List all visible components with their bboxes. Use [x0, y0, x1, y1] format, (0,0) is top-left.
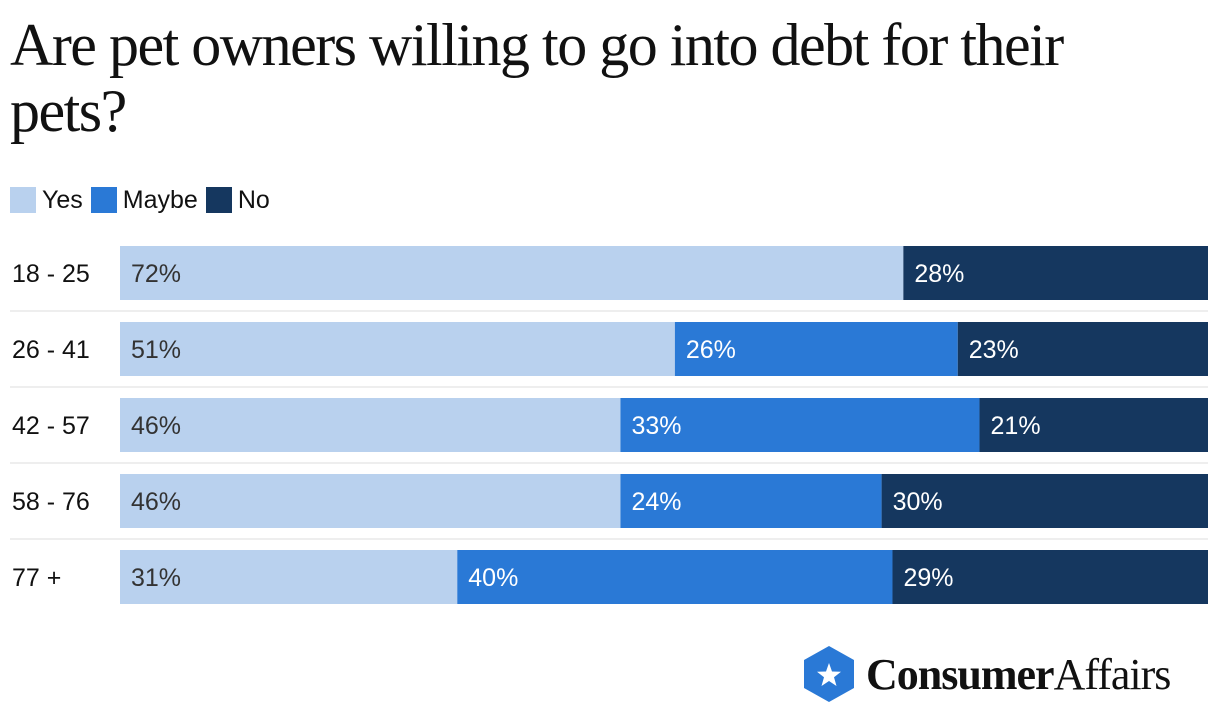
data-label-maybe: 26% — [686, 336, 736, 364]
logo-brand-bold: Consumer — [866, 649, 1055, 699]
data-label-yes: 72% — [131, 260, 181, 288]
bar-segment-no — [979, 398, 1208, 452]
logo-wordmark: ConsumerAffairs — [866, 649, 1172, 700]
data-label-yes: 46% — [131, 412, 181, 440]
data-label-no: 29% — [903, 564, 953, 592]
category-label: 58 - 76 — [12, 488, 90, 516]
data-label-yes: 31% — [131, 564, 181, 592]
consumer-affairs-logo: ConsumerAffairs — [802, 644, 1172, 704]
bar-segment-no — [903, 246, 1208, 300]
data-label-no: 28% — [914, 260, 964, 288]
legend-label-maybe: Maybe — [122, 185, 198, 214]
bar-segment-yes — [120, 246, 904, 300]
data-label-yes: 46% — [131, 488, 181, 516]
bar-segment-yes — [120, 398, 621, 452]
legend-swatch-no — [205, 187, 232, 213]
category-label: 26 - 41 — [12, 336, 90, 364]
category-label: 42 - 57 — [12, 412, 90, 440]
legend-swatch-yes — [10, 187, 36, 213]
data-label-no: 30% — [893, 488, 943, 516]
legend: Yes Maybe No — [10, 184, 278, 216]
chart-title: Are pet owners willing to go into debt f… — [10, 12, 1064, 144]
legend-swatch-maybe — [90, 187, 117, 213]
legend-item-no: No — [205, 185, 270, 215]
bar-segment-yes — [120, 550, 458, 604]
legend-label-yes: Yes — [42, 185, 83, 214]
legend-label-no: No — [237, 185, 270, 214]
bar-segment-maybe — [620, 474, 882, 528]
data-label-maybe: 33% — [631, 412, 681, 440]
bar-segment-maybe — [457, 550, 893, 604]
category-label: 18 - 25 — [12, 260, 90, 288]
legend-item-maybe: Maybe — [90, 185, 198, 215]
bar-segment-yes — [120, 474, 621, 528]
bar-segment-maybe — [674, 322, 958, 376]
bar-segment-no — [892, 550, 1208, 604]
bar-segment-no — [881, 474, 1208, 528]
data-label-maybe: 40% — [468, 564, 518, 592]
stacked-bar-chart: 18 - 25 72% 28% 26 - 41 51% 26% 23% 42 - 57 46% 3… — [10, 246, 1208, 604]
bar-segment-no — [957, 322, 1208, 376]
data-label-yes: 51% — [131, 336, 181, 364]
logo-brand-light: Affairs — [1053, 649, 1172, 699]
category-label: 77 + — [12, 564, 61, 592]
bar-segment-yes — [120, 322, 675, 376]
data-label-no: 23% — [969, 336, 1019, 364]
star-hexagon-icon — [804, 646, 854, 702]
bar-segment-maybe — [620, 398, 980, 452]
legend-item-yes: Yes — [10, 186, 83, 215]
data-label-no: 21% — [991, 412, 1041, 440]
data-label-maybe: 24% — [631, 488, 681, 516]
